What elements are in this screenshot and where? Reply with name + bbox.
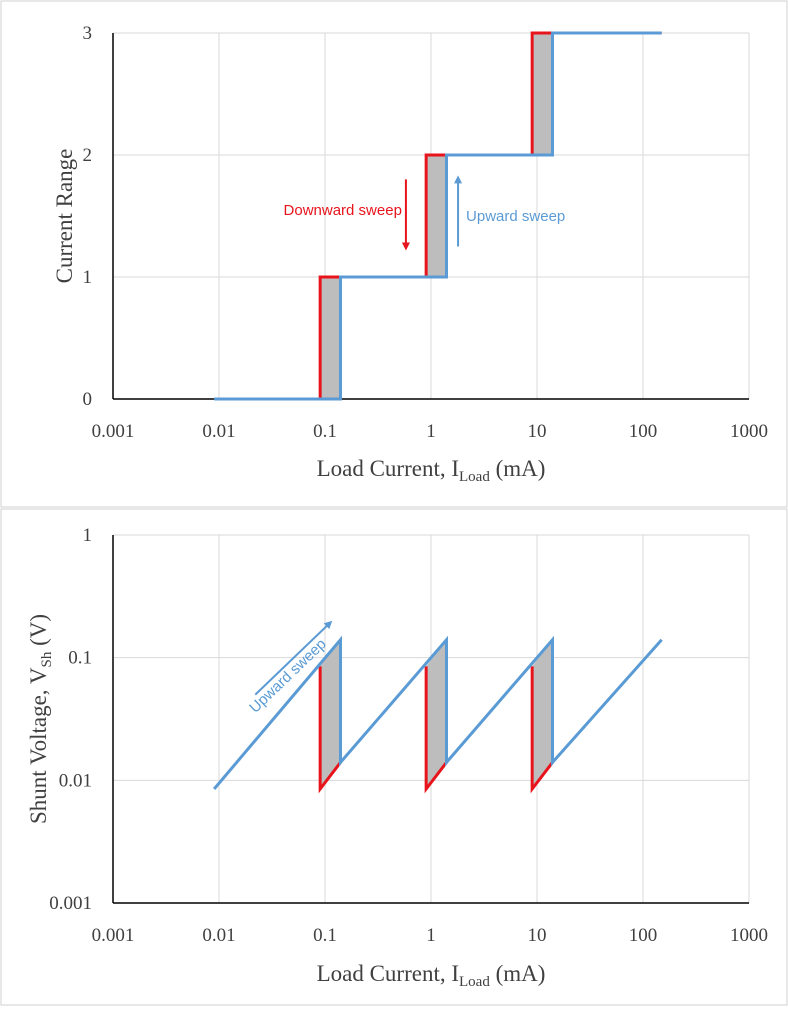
y-tick-label: 1 — [83, 525, 93, 546]
y-axis-label: Current Range — [52, 149, 77, 284]
x-tick-label: 1000 — [730, 421, 768, 442]
x-tick-label: 1000 — [730, 925, 768, 946]
y-tick-label: 1 — [83, 267, 93, 288]
x-tick-label: 100 — [629, 925, 658, 946]
panel-top-border — [0, 0, 788, 508]
hysteresis-region — [320, 639, 341, 789]
series-line-downward — [530, 666, 554, 794]
x-axis-label: Load Current, ILoad (mA) — [317, 456, 546, 485]
series-line-upward — [214, 31, 662, 401]
series-line-upward — [213, 635, 663, 790]
x-tick-label: 0.001 — [92, 925, 135, 946]
annotation-label: Downward sweep — [284, 202, 402, 219]
annotation-arrow — [254, 620, 333, 696]
x-axis-label: Load Current, ILoad (mA) — [317, 961, 546, 990]
hysteresis-region — [320, 277, 341, 399]
hysteresis-region — [532, 639, 553, 789]
x-axis-label-main: Load Current, I — [317, 961, 459, 986]
y-tick-label: 3 — [83, 23, 93, 44]
series-line-downward — [318, 31, 662, 399]
x-tick-label: 0.01 — [202, 421, 235, 442]
y-axis-label-main: Shunt Voltage, V — [26, 667, 51, 824]
x-tick-label: 0.1 — [313, 925, 337, 946]
y-tick-label: 2 — [83, 145, 93, 166]
x-tick-label: 10 — [528, 925, 547, 946]
shunt-voltage-chart: 0.001 0.01 0.1 1 10 100 1000 0.001 0.01 0.1 1 Load … — [26, 525, 768, 990]
x-tick-label: 0.01 — [202, 925, 235, 946]
x-tick-label: 1 — [426, 925, 436, 946]
series-line-downward — [318, 666, 342, 794]
series-line-downward — [424, 666, 448, 794]
x-tick-label: 0.1 — [313, 421, 337, 442]
y-tick-label: 0.001 — [49, 893, 92, 914]
x-axis-label-unit: (mA) — [490, 961, 546, 986]
current-range-chart: 0.001 0.01 0.1 1 10 100 1000 0 1 2 3 Load Current, … — [52, 23, 768, 485]
y-tick-label: 0.1 — [68, 648, 92, 669]
y-axis-label-main: Current Range — [52, 149, 77, 284]
x-axis-label-sub: Load — [459, 974, 490, 990]
y-axis-label-unit: (V) — [26, 614, 51, 652]
annotation-label: Upward sweep — [246, 636, 329, 717]
hysteresis-region — [532, 33, 553, 155]
panel-bottom-border — [0, 508, 788, 1006]
x-tick-label: 0.001 — [92, 421, 135, 442]
x-tick-label: 10 — [528, 421, 547, 442]
annotation-label: Upward sweep — [466, 208, 565, 225]
hysteresis-region — [426, 155, 447, 277]
y-axis-label-sub: Sh — [39, 651, 55, 667]
y-axis-label: Shunt Voltage, VSh (V) — [26, 614, 55, 824]
x-axis-label-unit: (mA) — [490, 456, 546, 481]
x-tick-label: 1 — [426, 421, 436, 442]
x-tick-label: 100 — [629, 421, 658, 442]
y-tick-label: 0 — [83, 389, 93, 410]
y-tick-label: 0.01 — [59, 770, 92, 791]
hysteresis-region — [426, 639, 447, 789]
x-axis-label-sub: Load — [459, 469, 490, 485]
x-axis-label-main: Load Current, I — [317, 456, 459, 481]
